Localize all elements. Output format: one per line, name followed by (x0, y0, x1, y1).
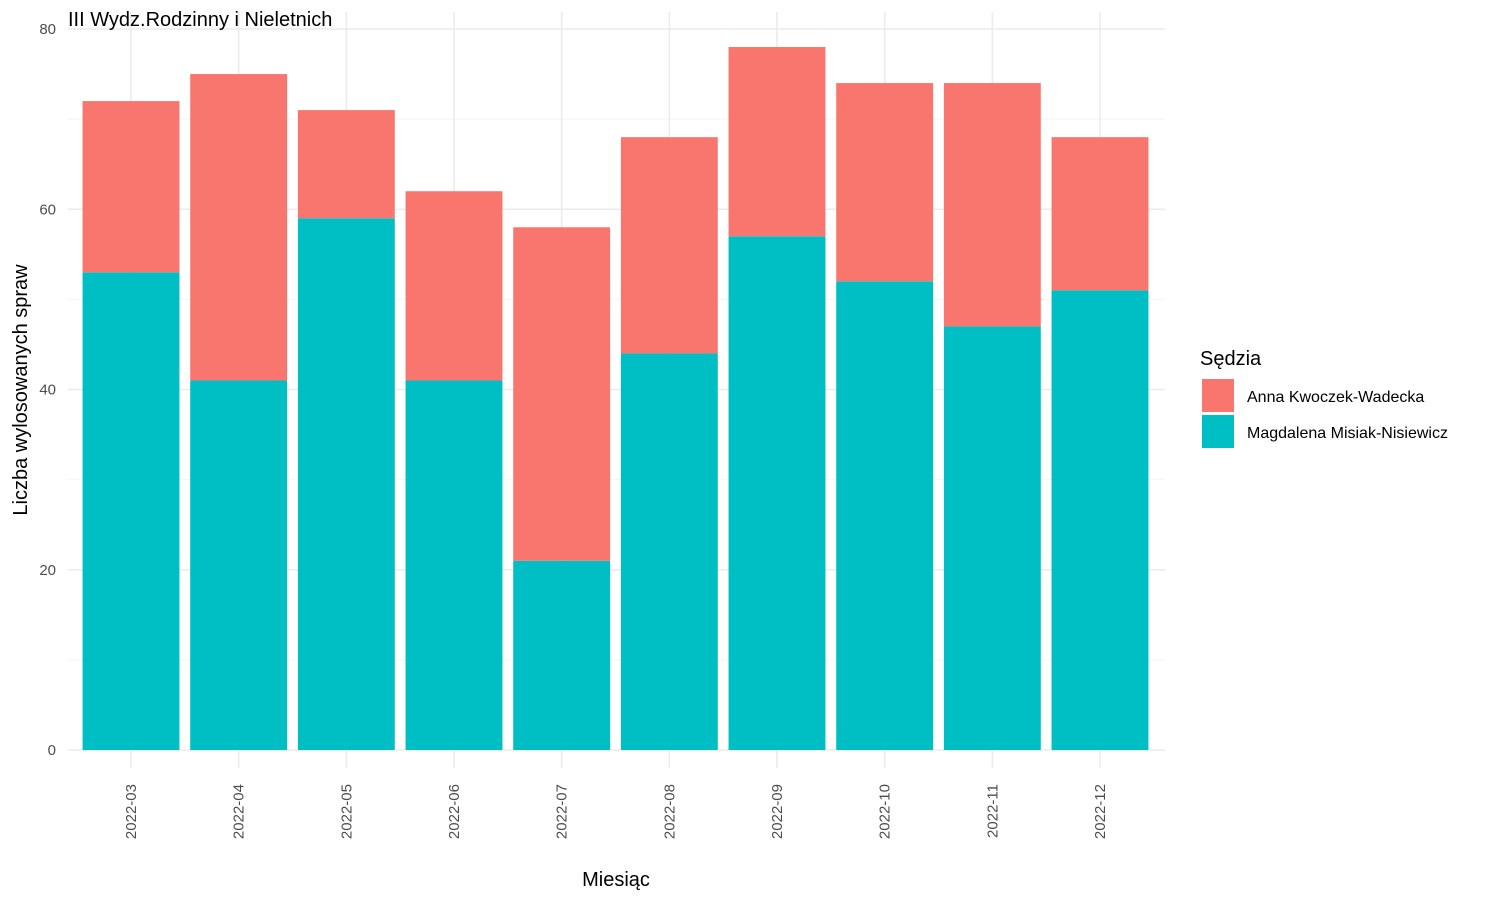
x-tick-label: 2022-07 (554, 784, 571, 839)
bar-segment (728, 236, 826, 751)
chart-title: III Wydz.Rodzinny i Nieletnich (68, 9, 332, 31)
bar-segment (620, 137, 718, 354)
bar-segment (82, 101, 180, 273)
bar-segment (405, 380, 503, 750)
bars (82, 47, 1149, 751)
x-axis-label: Miesiąc (582, 869, 650, 891)
x-tick-label: 2022-04 (231, 784, 248, 839)
x-tick-label: 2022-09 (769, 784, 786, 839)
x-tick-label: 2022-08 (661, 784, 678, 839)
bar-segment (513, 560, 611, 750)
y-tick-label: 40 (39, 382, 56, 399)
bar-segment (1051, 290, 1149, 750)
y-tick-label: 0 (48, 742, 56, 759)
bar-segment (190, 74, 288, 381)
x-tick-label: 2022-10 (877, 784, 894, 839)
legend-label: Magdalena Misiak-Nisiewicz (1247, 425, 1448, 442)
legend-label: Anna Kwoczek-Wadecka (1247, 389, 1424, 406)
bar-segment (405, 191, 503, 381)
y-tick-label: 20 (39, 562, 56, 579)
bar-segment (190, 380, 288, 750)
x-tick-label: 2022-06 (446, 784, 463, 839)
bar-segment (943, 83, 1041, 327)
bar-segment (513, 227, 611, 561)
legend-title: Sędzia (1200, 348, 1262, 370)
x-tick-label: 2022-11 (984, 784, 1001, 838)
y-axis-label: Liczba wylosowanych spraw (10, 264, 32, 516)
legend-swatch (1202, 415, 1234, 448)
bar-segment (836, 281, 934, 750)
bar-segment (82, 272, 180, 750)
bar-segment (620, 353, 718, 750)
x-tick-label: 2022-12 (1092, 784, 1109, 839)
bar-segment (297, 218, 395, 750)
legend: Sędzia Anna Kwoczek-Wadecka Magdalena Mis… (1200, 348, 1448, 448)
bar-segment (1051, 137, 1149, 291)
x-axis-ticks: 2022-03 2022-04 2022-05 2022-06 2022-07 2022-… (123, 784, 1109, 839)
bar-segment (297, 110, 395, 219)
y-tick-label: 80 (39, 21, 56, 38)
y-tick-label: 60 (39, 201, 56, 218)
x-tick-label: 2022-05 (338, 784, 355, 839)
bar-segment (728, 47, 826, 237)
y-axis-ticks: 0 20 40 60 80 (39, 21, 56, 759)
bar-segment (836, 83, 934, 282)
legend-swatch (1202, 379, 1234, 412)
bar-segment (943, 326, 1041, 750)
x-tick-label: 2022-03 (123, 784, 140, 839)
